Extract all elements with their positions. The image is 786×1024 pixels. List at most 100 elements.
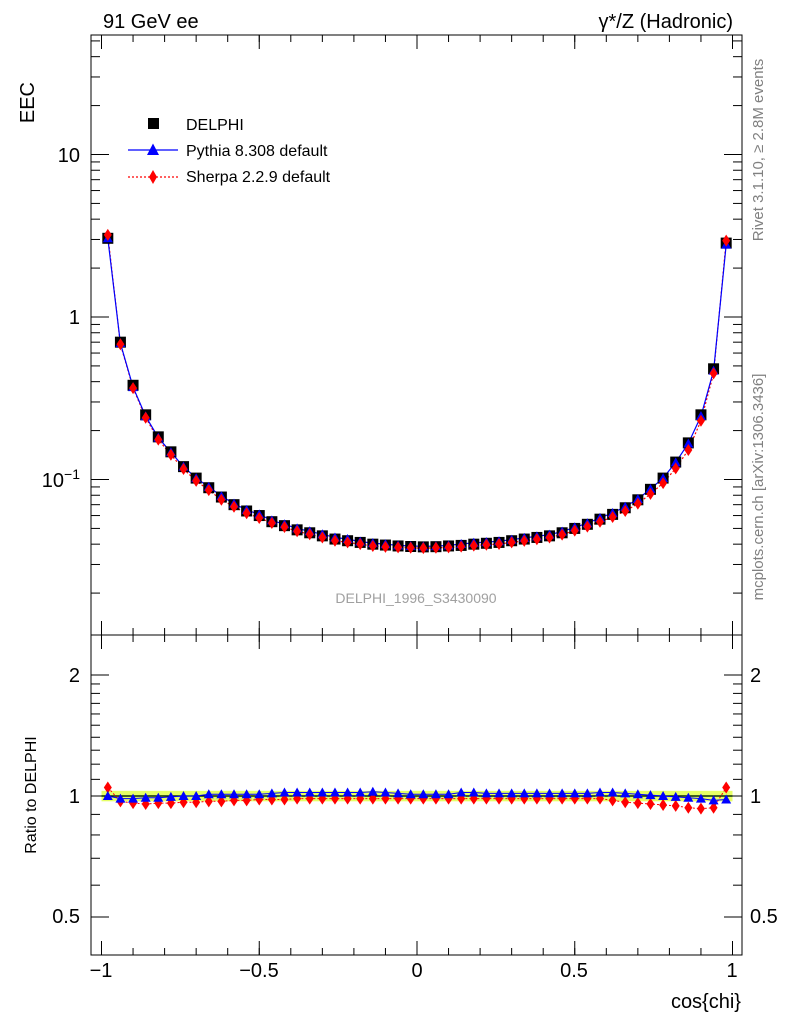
ratio-y-axis-label: Ratio to DELPHI (23, 736, 40, 853)
sherpa-point (444, 541, 453, 554)
ratio-pythia-point (481, 788, 492, 798)
sherpa-point (381, 540, 390, 553)
ratio-pythia-point (683, 792, 694, 802)
main-series (102, 228, 732, 555)
ratio-pythia-point (418, 789, 429, 799)
ratio-pythia-point (241, 789, 252, 799)
ratio-pythia-point (178, 791, 189, 800)
ratio-pythia-point (557, 788, 568, 798)
ratio-sherpa-point (633, 797, 642, 810)
sherpa-point (583, 520, 592, 533)
sherpa-point (696, 414, 705, 427)
pythia-point (670, 457, 681, 467)
sherpa-point (646, 487, 655, 500)
ratio-pythia-point (342, 787, 353, 797)
sherpa-point (633, 497, 642, 510)
sherpa-point (356, 538, 365, 551)
sherpa-point (621, 504, 630, 517)
ratio-sherpa-point (103, 781, 112, 794)
ratio-sherpa-point (608, 794, 617, 807)
ratio-pythia-point (531, 788, 542, 798)
legend-label-pythia: Pythia 8.308 default (186, 143, 328, 160)
ratio-y-tick-labels: 0.5 1 2 0.5 1 2 (52, 665, 778, 928)
sherpa-point (507, 536, 516, 549)
sherpa-point (684, 443, 693, 456)
ratio-pythia-point (721, 794, 732, 804)
ratio-pythia-point (582, 788, 593, 798)
ratio-pythia-point (443, 789, 454, 799)
ratio-pythia-point (115, 793, 126, 803)
sherpa-point (722, 234, 731, 247)
sherpa-point (659, 477, 668, 490)
sherpa-point (520, 534, 529, 547)
y-tick-label-10: 10 (58, 145, 80, 167)
sherpa-point (608, 510, 617, 523)
ratio-pythia-point (266, 788, 277, 798)
ratio-pythia-point (216, 789, 227, 799)
sherpa-point (595, 515, 604, 528)
ratio-sherpa-point (722, 781, 731, 794)
sherpa-point (242, 507, 251, 520)
sherpa-point (204, 484, 213, 497)
ratio-pythia-point (367, 786, 378, 796)
main-panel: 10 1 10−1 EEC DELPHI_1996_S3430090 DELPH… (17, 34, 743, 636)
legend-marker-delphi (148, 118, 159, 129)
sherpa-point (293, 525, 302, 538)
ratio-pythia-point (254, 789, 265, 799)
ratio-pythia-point (317, 787, 328, 797)
ratio-series (102, 781, 732, 815)
sherpa-point (192, 474, 201, 487)
ratio-sherpa-point (696, 802, 705, 815)
ratio-pythia-point (468, 787, 479, 797)
ratio-pythia-point (708, 795, 719, 805)
ratio-pythia-point (153, 792, 164, 802)
ratio-pythia-point (191, 791, 202, 800)
ratio-panel: 0.5 1 2 0.5 1 2 Ratio to DELPHI −1 −0.5 … (23, 634, 778, 1013)
sherpa-point (469, 539, 478, 552)
legend-label-delphi: DELPHI (186, 117, 244, 134)
sherpa-point (217, 493, 226, 506)
main-y-axis-label: EEC (17, 82, 39, 123)
x-tick-labels: −1 −0.5 0 0.5 1 (90, 960, 738, 982)
ratio-pythia-point (569, 788, 580, 798)
sherpa-point (558, 528, 567, 541)
sherpa-point (129, 382, 138, 395)
y-tick-label-1: 1 (69, 307, 80, 329)
ratio-pythia-point (506, 788, 517, 798)
ratio-pythia-point (140, 792, 151, 802)
sherpa-point (431, 541, 440, 554)
ratio-pythia-point (544, 788, 555, 798)
sherpa-point (305, 528, 314, 541)
sherpa-point (495, 537, 504, 550)
x-tick-label-minus-1: −1 (90, 960, 113, 982)
ratio-y-tick-label-right-1: 1 (750, 786, 761, 808)
sherpa-point (255, 511, 264, 524)
sherpa-point (116, 338, 125, 351)
process-label: γ*/Z (Hadronic) (599, 11, 733, 33)
pythia-point (683, 438, 694, 448)
ratio-y-tick-label-right-2: 2 (750, 665, 761, 687)
ratio-pythia-point (456, 787, 467, 797)
ratio-pythia-point (494, 788, 505, 798)
sherpa-point (230, 500, 239, 513)
sherpa-point (179, 463, 188, 476)
sherpa-point (267, 516, 276, 529)
main-y-tick-labels: 10 1 10−1 (42, 145, 80, 492)
ratio-pythia-point (292, 787, 303, 797)
sherpa-point (709, 367, 718, 380)
watermark: DELPHI_1996_S3430090 (335, 590, 496, 606)
ratio-y-tick-label-2: 2 (69, 665, 80, 687)
legend-label-sherpa: Sherpa 2.2.9 default (186, 169, 331, 186)
ratio-pythia-point (128, 793, 139, 803)
main-ticks (91, 35, 742, 635)
sherpa-point (280, 521, 289, 534)
sherpa-point (318, 531, 327, 544)
x-axis-label: cos{chi} (671, 991, 741, 1013)
legend-marker-pythia (147, 143, 159, 155)
ratio-pythia-point (393, 788, 404, 798)
ratio-pythia-point (594, 787, 605, 797)
ratio-pythia-point (658, 791, 669, 800)
sherpa-point (330, 534, 339, 547)
ratio-pythia-point (380, 787, 391, 797)
ratio-pythia-point (645, 790, 656, 800)
